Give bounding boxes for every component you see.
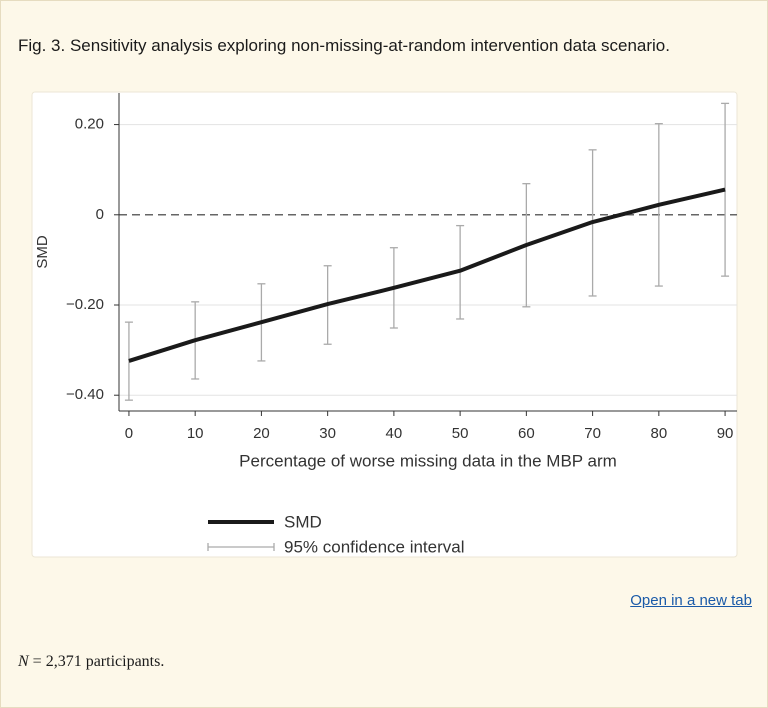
x-tick-label: 30 (319, 425, 336, 442)
y-tick-label: −0.20 (66, 296, 104, 313)
figure-caption: Fig. 3. Sensitivity analysis exploring n… (18, 36, 670, 55)
y-tick-label: 0 (96, 206, 104, 223)
x-tick-label: 60 (518, 425, 535, 442)
x-tick-label: 70 (584, 425, 601, 442)
x-tick-label: 0 (125, 425, 133, 442)
legend-errorbar (207, 543, 275, 551)
footnote: N = 2,371 participants. (18, 653, 164, 671)
x-tick-label: 40 (386, 425, 403, 442)
open-link[interactable]: Open in a new tab (630, 592, 752, 609)
error-bar (124, 321, 133, 401)
x-tick-label: 20 (253, 425, 270, 442)
y-axis-label: SMD (34, 235, 51, 269)
legend-label: 95% confidence interval (284, 537, 465, 556)
y-tick-label: −0.40 (66, 386, 104, 403)
x-tick-label: 50 (452, 425, 469, 442)
x-tick-label: 90 (717, 425, 734, 442)
footnote-text: = 2,371 participants. (32, 653, 165, 670)
x-tick-label: 80 (650, 425, 667, 442)
footnote-var: N (18, 653, 29, 670)
chart-panel (31, 91, 738, 558)
y-tick-label: 0.20 (75, 116, 104, 133)
legend-label: SMD (284, 512, 322, 531)
x-axis-label: Percentage of worse missing data in the … (239, 451, 617, 470)
line-series (128, 187, 726, 363)
x-tick-label: 10 (187, 425, 204, 442)
